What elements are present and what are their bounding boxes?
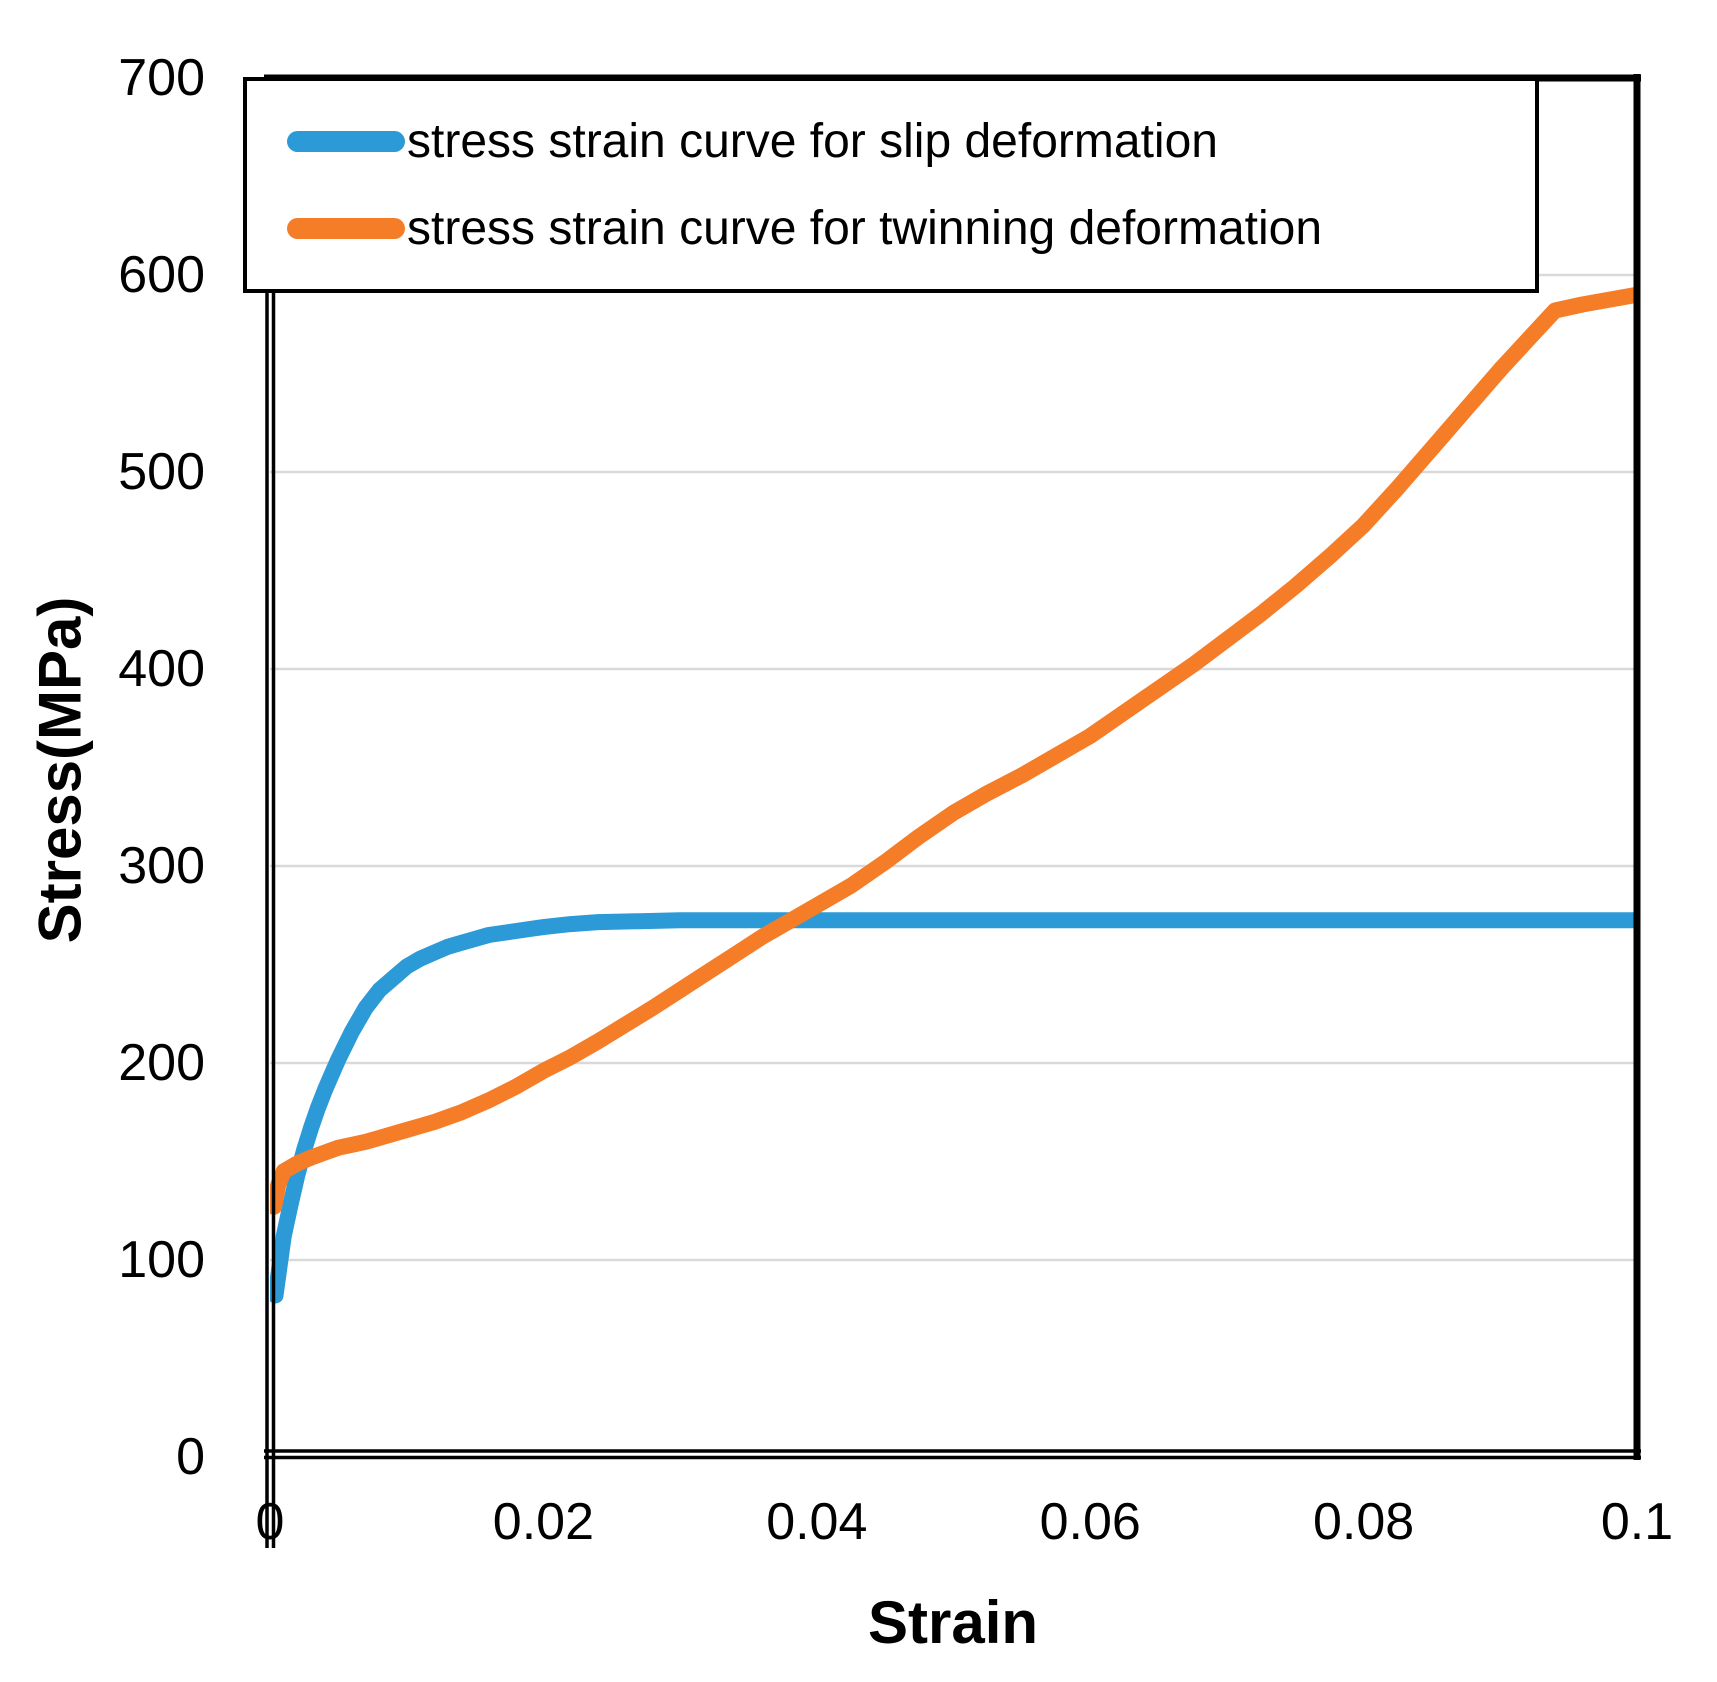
legend-swatch-twinning-icon — [287, 218, 405, 240]
y-tick-label-100: 100 — [118, 1231, 205, 1289]
y-tick-label-200: 200 — [118, 1034, 205, 1092]
legend-swatch-slip-icon — [287, 130, 405, 152]
y-axis-title: Stress(MPa) — [26, 596, 94, 944]
legend-label-slip: stress strain curve for slip deformation — [407, 114, 1218, 168]
x-tick-label-0.06: 0.06 — [1039, 1493, 1141, 1551]
y-tick-label-0: 0 — [176, 1428, 205, 1486]
x-tick-label-0.08: 0.08 — [1312, 1493, 1415, 1551]
x-tick-label-0: 0 — [255, 1493, 285, 1551]
y-tick-label-300: 300 — [118, 837, 205, 895]
x-tick-label-0.1: 0.1 — [1600, 1493, 1674, 1551]
legend: stress strain curve for slip deformation… — [243, 77, 1539, 293]
legend-label-twinning: stress strain curve for twinning deforma… — [407, 202, 1323, 256]
x-tick-label-0.02: 0.02 — [492, 1493, 594, 1551]
y-tick-label-700: 700 — [118, 49, 205, 107]
legend-item-slip: stress strain curve for slip deformation — [287, 114, 1535, 169]
y-tick-label-400: 400 — [118, 640, 205, 698]
curve-slip — [270, 912, 1637, 1304]
y-tick-label-500: 500 — [118, 443, 205, 501]
x-tick-label-0.04: 0.04 — [766, 1493, 868, 1551]
y-tick-label-600: 600 — [118, 246, 205, 304]
x-axis-title: Strain — [867, 1589, 1039, 1656]
legend-item-twinning: stress strain curve for twinning deforma… — [287, 201, 1535, 256]
curve-twinning — [270, 286, 1637, 1215]
